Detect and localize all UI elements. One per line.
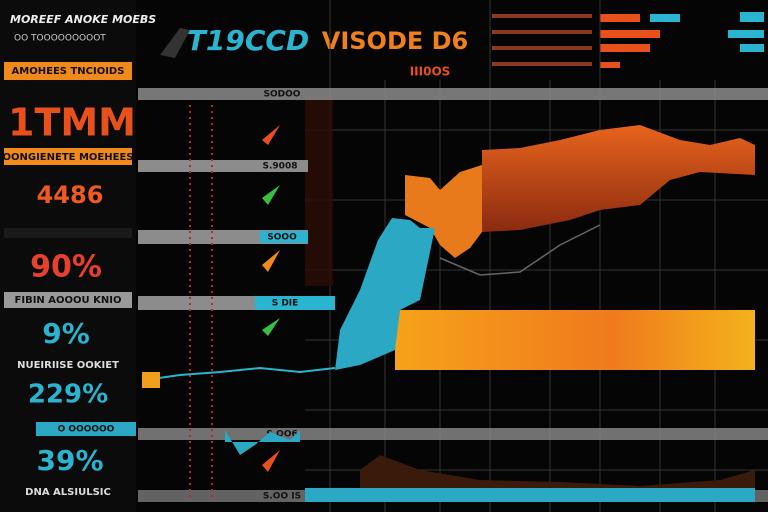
left-subtitle: OO TOOOOOOOOOT xyxy=(14,34,106,44)
chart-area xyxy=(360,455,755,488)
logo: T19CCD xyxy=(187,24,309,57)
chart-area xyxy=(335,218,435,370)
divider xyxy=(4,228,132,238)
banner-text: OONGIENETE MOEHEES xyxy=(3,152,134,163)
metric: 90% xyxy=(30,250,102,285)
row-label: SODOO xyxy=(264,90,301,100)
metric: 9% xyxy=(42,317,90,350)
banner-text: AMOHEES TNCIOIDS xyxy=(12,66,125,77)
chart-area xyxy=(225,430,300,455)
caption: NUEIRIISE OOKIET xyxy=(17,360,119,371)
chart-line xyxy=(439,224,601,276)
footer: DNA ALSIULSIC xyxy=(25,487,111,498)
metric: 4486 xyxy=(37,181,104,209)
banner xyxy=(4,62,132,80)
metric: 39% xyxy=(36,444,103,477)
metric: 1TMM xyxy=(8,101,136,145)
arrow-icons xyxy=(262,125,280,472)
side-strip xyxy=(305,96,333,286)
left-title: MOREEF ANOKE MOEBS xyxy=(10,13,156,26)
status-indicators xyxy=(492,12,764,68)
banner xyxy=(4,292,132,308)
subtitle: III0OS xyxy=(410,65,451,79)
row-label: SOOO xyxy=(267,233,297,243)
banner-text: FIBIN AOOOU KNIO xyxy=(15,295,122,306)
row-highlight xyxy=(255,296,335,310)
logo-icon xyxy=(160,28,190,58)
banner xyxy=(4,148,132,165)
row-label: S.OO6 xyxy=(266,430,297,440)
chart-area xyxy=(482,125,755,232)
row-label: S.OO IS xyxy=(263,492,301,502)
banner xyxy=(36,422,136,436)
title: VISODE D6 xyxy=(322,27,468,55)
chart-marker xyxy=(142,372,160,388)
chart-area xyxy=(405,165,482,258)
metric: 229% xyxy=(28,380,108,410)
row-label: S DIE xyxy=(272,299,299,309)
row-highlight xyxy=(260,231,308,243)
row-label: S.9008 xyxy=(263,162,298,172)
row-highlight xyxy=(305,488,755,502)
chart-band xyxy=(395,310,755,370)
caption: O OOOOOO xyxy=(58,425,115,435)
chart-line xyxy=(144,366,336,381)
